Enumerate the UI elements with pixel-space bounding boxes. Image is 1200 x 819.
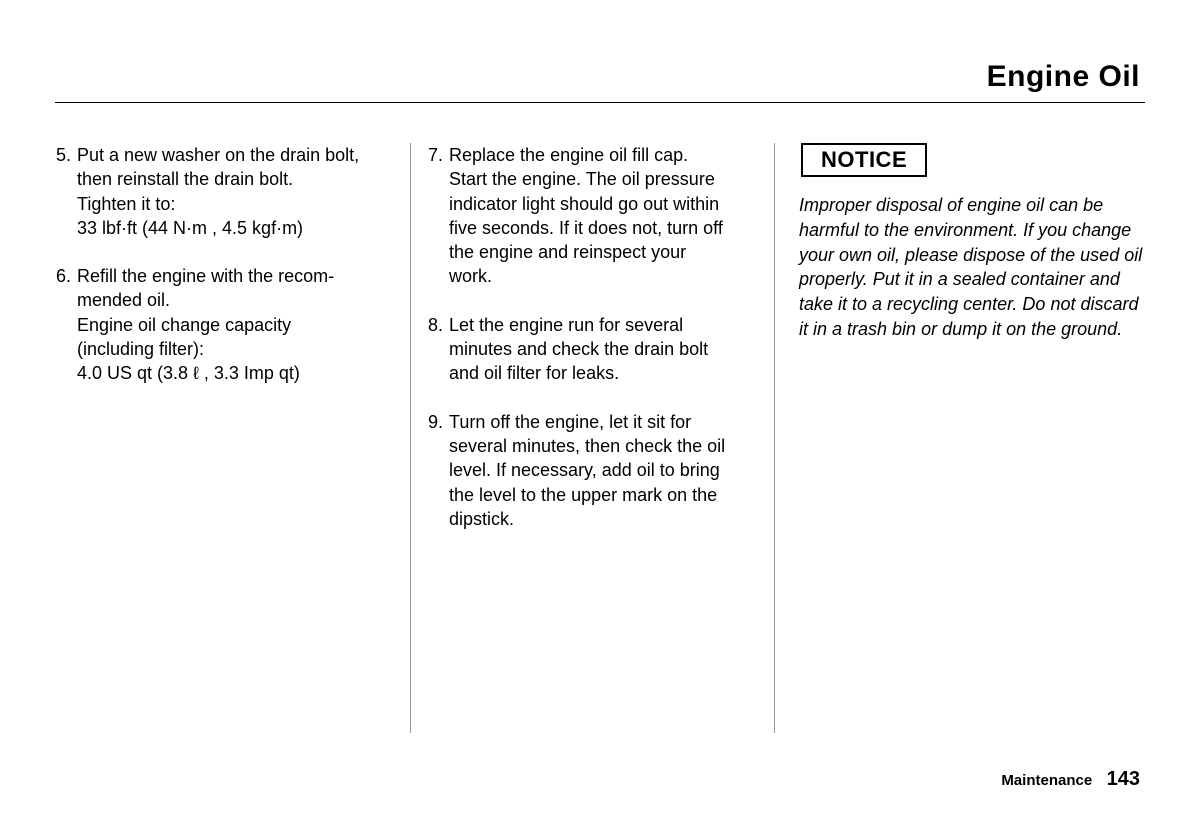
step-body: Let the engine run for several minutes a…	[449, 313, 758, 386]
step-line: Refill the engine with the recom-	[77, 264, 394, 288]
step-line: and oil filter for leaks.	[449, 361, 758, 385]
column-3: NOTICE Improper disposal of engine oil c…	[775, 143, 1145, 733]
step-line: level. If necessary, add oil to bring	[449, 458, 758, 482]
step-line: the level to the upper mark on the	[449, 483, 758, 507]
step-9: 9. Turn off the engine, let it sit for s…	[427, 410, 758, 531]
step-7: 7. Replace the engine oil fill cap. Star…	[427, 143, 758, 289]
notice-box: NOTICE	[801, 143, 927, 177]
page-footer: Maintenance 143	[1001, 768, 1140, 791]
title-row: Engine Oil	[55, 60, 1145, 94]
title-rule	[55, 102, 1145, 103]
step-line: several minutes, then check the oil	[449, 434, 758, 458]
step-line: 4.0 US qt (3.8 ℓ , 3.3 Imp qt)	[77, 361, 394, 385]
page-title: Engine Oil	[987, 60, 1140, 93]
notice-text: Improper disposal of engine oil can be h…	[799, 193, 1145, 342]
step-body: Refill the engine with the recom- mended…	[77, 264, 394, 385]
step-line: Start the engine. The oil pressure	[449, 167, 758, 191]
step-line: minutes and check the drain bolt	[449, 337, 758, 361]
step-body: Replace the engine oil fill cap. Start t…	[449, 143, 758, 289]
column-2: 7. Replace the engine oil fill cap. Star…	[410, 143, 775, 733]
step-5: 5. Put a new washer on the drain bolt, t…	[55, 143, 394, 240]
step-number: 9.	[427, 410, 449, 531]
step-line: mended oil.	[77, 288, 394, 312]
step-line: indicator light should go out within	[449, 192, 758, 216]
step-line: the engine and reinspect your	[449, 240, 758, 264]
step-number: 7.	[427, 143, 449, 289]
step-line: (including filter):	[77, 337, 394, 361]
step-line: Let the engine run for several	[449, 313, 758, 337]
step-6: 6. Refill the engine with the recom- men…	[55, 264, 394, 385]
columns: 5. Put a new washer on the drain bolt, t…	[55, 143, 1145, 733]
manual-page: Engine Oil 5. Put a new washer on the dr…	[0, 0, 1200, 819]
footer-page-number: 143	[1107, 768, 1140, 790]
step-line: Turn off the engine, let it sit for	[449, 410, 758, 434]
step-line: five seconds. If it does not, turn off	[449, 216, 758, 240]
column-1: 5. Put a new washer on the drain bolt, t…	[55, 143, 410, 733]
step-number: 6.	[55, 264, 77, 385]
step-body: Put a new washer on the drain bolt, then…	[77, 143, 394, 240]
step-line: Engine oil change capacity	[77, 313, 394, 337]
step-line: Tighten it to:	[77, 192, 394, 216]
step-line: work.	[449, 264, 758, 288]
step-line: Put a new washer on the drain bolt,	[77, 143, 394, 167]
step-8: 8. Let the engine run for several minute…	[427, 313, 758, 386]
step-number: 8.	[427, 313, 449, 386]
step-line: dipstick.	[449, 507, 758, 531]
step-line: then reinstall the drain bolt.	[77, 167, 394, 191]
step-number: 5.	[55, 143, 77, 240]
step-body: Turn off the engine, let it sit for seve…	[449, 410, 758, 531]
notice-label: NOTICE	[821, 147, 907, 172]
step-line: 33 lbf·ft (44 N·m , 4.5 kgf·m)	[77, 216, 394, 240]
step-line: Replace the engine oil fill cap.	[449, 143, 758, 167]
footer-section: Maintenance	[1001, 772, 1092, 789]
